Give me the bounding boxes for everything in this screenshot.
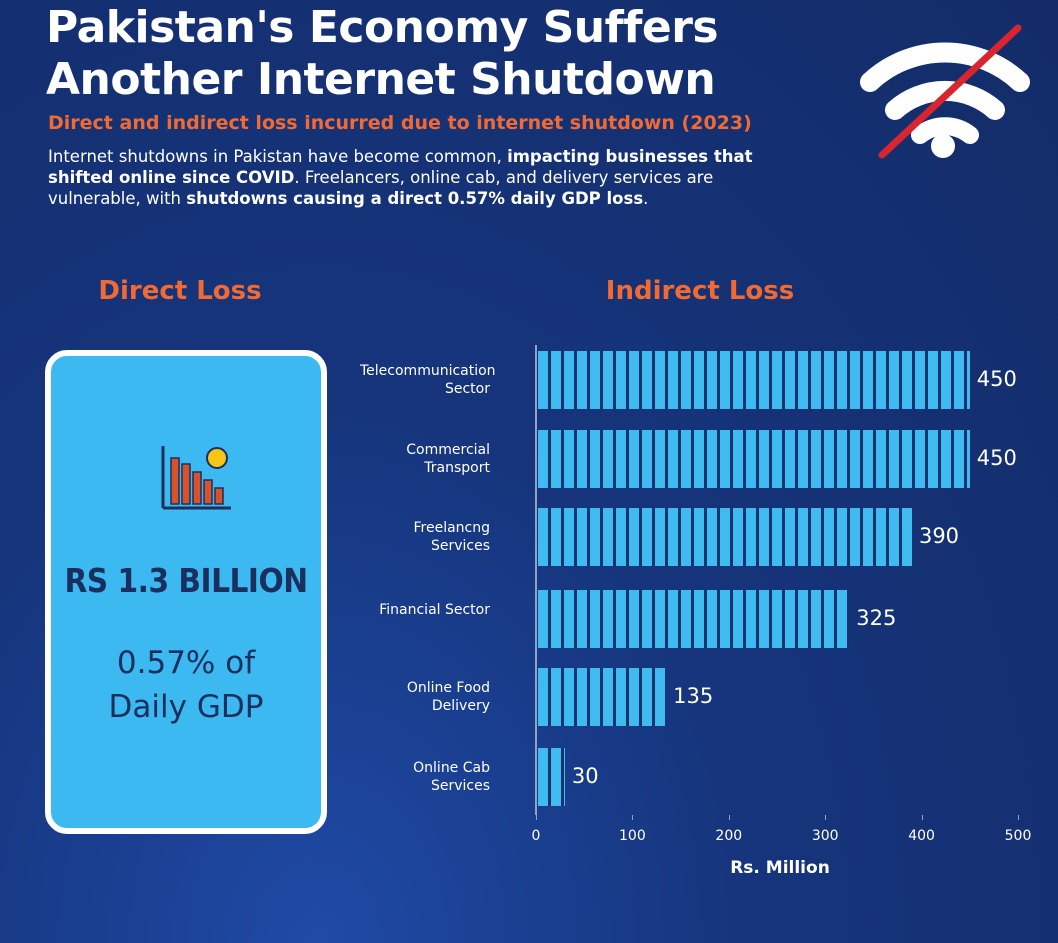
section-heading: Indirect Loss: [605, 276, 795, 306]
x-axis-label: Rs. Million: [730, 858, 830, 878]
value-label: 30: [571, 764, 599, 788]
category-label: Online Food Delivery: [406, 680, 490, 714]
subtitle: Direct and indirect loss incurred due to…: [48, 112, 752, 134]
x-tick-label: 200: [715, 828, 743, 844]
bar: [538, 590, 850, 648]
description: Internet shutdowns in Pakistan have beco…: [48, 146, 808, 209]
x-tick-label: 400: [908, 828, 935, 844]
category-label: Commercial Transport: [406, 442, 490, 476]
x-tick-label: 500: [1004, 828, 1032, 844]
tick-mark: [632, 815, 634, 820]
axis-line: [535, 345, 537, 815]
bar: [538, 508, 912, 566]
tick-mark: [536, 815, 537, 820]
direct-loss-share: 0.57% of Daily GDP: [108, 645, 264, 725]
x-tick-label: 300: [811, 828, 839, 844]
bar: [538, 351, 970, 409]
section-heading: Direct Loss: [98, 276, 262, 306]
category-label: Telecommunication Sector: [360, 363, 496, 397]
bar: [538, 430, 970, 488]
text: Internet shutdowns in Pakistan have beco…: [48, 147, 508, 166]
direct-loss-card: RS 1.3 BILLION 0.57% of Daily GDP: [45, 350, 327, 834]
text: impacting businesses that shifted online…: [48, 147, 753, 187]
category-label: Financial Sector: [379, 602, 490, 618]
bar: [538, 668, 667, 726]
direct-loss-value: RS 1.3 BILLION: [64, 561, 308, 600]
x-tick-label: 100: [619, 828, 646, 844]
chart-icon: [161, 446, 231, 510]
x-tick-label: 0: [531, 828, 541, 844]
value-label: 390: [918, 524, 960, 548]
tick-mark: [1018, 815, 1019, 820]
tick-mark: [921, 815, 923, 820]
value-label: 450: [976, 367, 1017, 391]
title: Pakistan's Economy Suffers Another Inter…: [46, 2, 719, 105]
bar: [538, 748, 565, 806]
tick-mark: [825, 815, 827, 820]
text: .: [643, 189, 649, 208]
tick-mark: [728, 815, 730, 820]
text: shutdowns causing a direct 0.57% daily G…: [186, 189, 644, 208]
category-label: Freelancng Services: [413, 520, 490, 554]
value-label: 450: [976, 446, 1017, 470]
value-label: 325: [856, 606, 897, 630]
category-label: Online Cab Services: [413, 760, 490, 794]
value-label: 135: [673, 684, 714, 708]
wifi-off-icon: [860, 24, 1030, 159]
text: . Freelancers, online cab, and delivery …: [48, 168, 714, 208]
